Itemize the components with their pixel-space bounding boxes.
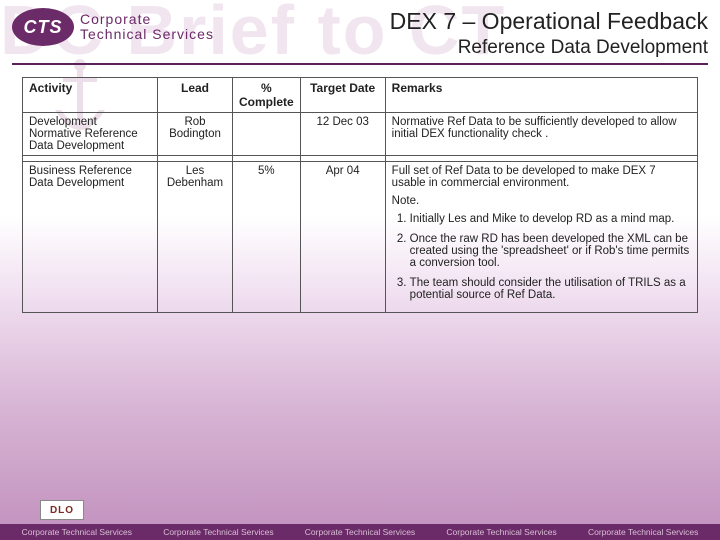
footer-strip-text: Corporate Technical Services <box>305 527 415 537</box>
dlo-badge: DLO <box>40 500 84 520</box>
footer-strip: Corporate Technical Services Corporate T… <box>0 524 720 540</box>
slide-header: CTS Corporate Technical Services DEX 7 –… <box>0 0 720 69</box>
cell-date: Apr 04 <box>300 162 385 313</box>
remarks-list: Initially Les and Mike to develop RD as … <box>392 213 691 301</box>
cts-logo: CTS Corporate Technical Services <box>12 8 214 46</box>
footer-strip-text: Corporate Technical Services <box>163 527 273 537</box>
cell-remarks: Full set of Ref Data to be developed to … <box>385 162 697 313</box>
page-title: DEX 7 – Operational Feedback <box>234 8 708 35</box>
footer-strip-text: Corporate Technical Services <box>22 527 132 537</box>
col-pct-complete: % Complete <box>233 78 301 113</box>
table-row: Business Reference Data Development Les … <box>23 162 698 313</box>
logo-line1: Corporate <box>80 12 214 27</box>
col-lead: Lead <box>158 78 233 113</box>
remarks-intro: Full set of Ref Data to be developed to … <box>392 165 691 189</box>
cell-pct <box>233 113 301 156</box>
col-remarks: Remarks <box>385 78 697 113</box>
content-area: Activity Lead % Complete Target Date Rem… <box>0 69 720 313</box>
table-header-row: Activity Lead % Complete Target Date Rem… <box>23 78 698 113</box>
footer-strip-text: Corporate Technical Services <box>446 527 556 537</box>
remarks-note-label: Note. <box>392 195 691 207</box>
table-body: Development Normative Reference Data Dev… <box>23 113 698 313</box>
cell-date: 12 Dec 03 <box>300 113 385 156</box>
header-rule <box>12 63 708 65</box>
activities-table: Activity Lead % Complete Target Date Rem… <box>22 77 698 313</box>
col-target-date: Target Date <box>300 78 385 113</box>
col-activity: Activity <box>23 78 158 113</box>
cts-logo-mark: CTS <box>12 8 74 46</box>
logo-line2: Technical Services <box>80 27 214 42</box>
remarks-item: Initially Les and Mike to develop RD as … <box>410 213 691 225</box>
cell-lead: Les Debenham <box>158 162 233 313</box>
remarks-item: The team should consider the utilisation… <box>410 277 691 301</box>
remarks-item: Once the raw RD has been developed the X… <box>410 233 691 269</box>
cell-activity: Business Reference Data Development <box>23 162 158 313</box>
cts-logo-text: Corporate Technical Services <box>80 12 214 41</box>
cell-pct: 5% <box>233 162 301 313</box>
cell-lead: Rob Bodington <box>158 113 233 156</box>
footer-strip-text: Corporate Technical Services <box>588 527 698 537</box>
table-row: Development Normative Reference Data Dev… <box>23 113 698 156</box>
title-block: DEX 7 – Operational Feedback Reference D… <box>214 8 708 59</box>
cell-remarks: Normative Ref Data to be sufficiently de… <box>385 113 697 156</box>
cell-activity: Development Normative Reference Data Dev… <box>23 113 158 156</box>
page-subtitle: Reference Data Development <box>234 37 708 59</box>
